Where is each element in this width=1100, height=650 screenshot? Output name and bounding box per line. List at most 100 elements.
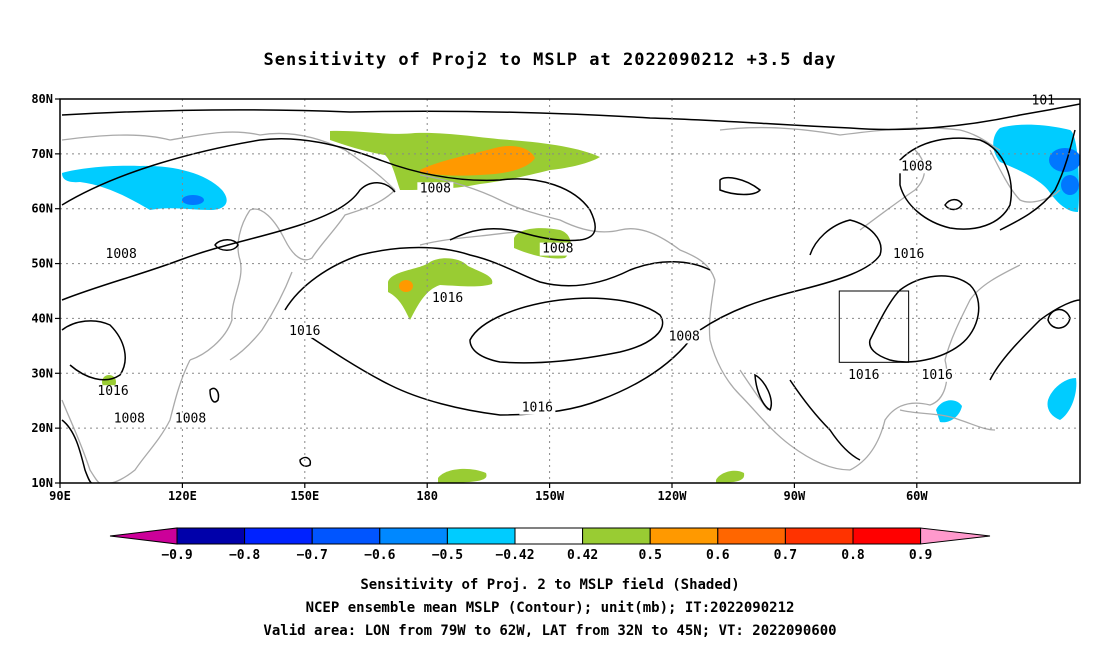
contour-label-bg	[417, 182, 454, 196]
contour-label: 1008	[106, 247, 137, 262]
contour-label: 1016	[97, 384, 128, 399]
contour-small-8	[299, 456, 312, 467]
contour-label: 1016	[522, 401, 553, 416]
lat-tick-label: 60N	[31, 202, 53, 216]
colorbar: −0.9 −0.8 −0.7 −0.6 −0.5 −0.42 0.42 0.5 0.6 0.7 0.…	[109, 527, 991, 563]
lon-tick-label: 90W	[784, 489, 806, 503]
contour-small-6	[754, 373, 772, 412]
colorbar-label: −0.5	[432, 548, 463, 563]
contour-1016-far-east	[989, 299, 1080, 381]
colorbar-segment	[582, 527, 651, 545]
footer: Sensitivity of Proj. 2 to MSLP field (Sh…	[0, 574, 1100, 643]
lon-tick-label: 90E	[49, 489, 71, 503]
contour-1008-low-canada	[899, 137, 1012, 230]
coastlines	[61, 126, 1061, 483]
axis-labels: 90E 120E 150E 180 150W 120W 90W 60W 80N 70N 60N 50N…	[31, 92, 928, 503]
contour-1016-east	[699, 219, 882, 331]
contour-label-bg	[919, 368, 956, 382]
coast-okhotsk	[189, 209, 251, 361]
contour-label-bg	[1029, 94, 1058, 108]
contour-small-5	[209, 387, 220, 403]
colorbar-segment	[176, 527, 246, 545]
lon-tick-label: 180	[416, 489, 438, 503]
colorbar-low-end	[109, 527, 178, 545]
contour-label: 1016	[922, 368, 953, 383]
contour-1024-high	[469, 297, 664, 364]
colorbar-high-end	[920, 527, 991, 545]
contour-1016-pacific	[284, 246, 711, 311]
mslp-contours	[61, 103, 1080, 483]
colorbar-label: −0.6	[364, 548, 395, 563]
shade-mid-blue-ne	[1049, 148, 1080, 172]
colorbar-segment	[446, 527, 516, 545]
colorbar-segment	[717, 527, 786, 545]
colorbar-segment	[784, 527, 854, 545]
lat-tick-label: 30N	[31, 366, 53, 380]
contour-label: 101	[1032, 93, 1055, 108]
contour-1008-arctic	[61, 103, 1080, 131]
lat-tick-label: 70N	[31, 147, 53, 161]
coast-nw-america	[708, 279, 851, 471]
shade-mid-blue-west	[182, 195, 204, 205]
sensitivity-shading	[62, 124, 1080, 483]
contour-small-1	[214, 239, 239, 251]
contour-1016-west	[61, 182, 396, 301]
contour-label: 1016	[893, 247, 924, 262]
contour-label-bg	[172, 412, 209, 426]
coast-aleutians	[419, 231, 521, 246]
shade-orange-north	[420, 146, 535, 176]
map-frame	[59, 98, 1081, 484]
colorbar-label: −0.7	[297, 548, 328, 563]
lat-tick-label: 20N	[31, 421, 53, 435]
contour-labels: 1008 1008 1008 1008 1016 1016 1016 1016 1016 1016…	[95, 93, 1058, 427]
lat-lon-grid	[60, 99, 1080, 483]
coast-caribbean	[899, 409, 996, 431]
contour-1008-far-ne	[999, 129, 1076, 231]
colorbar-label: −0.8	[229, 548, 260, 563]
valid-area-box	[838, 290, 910, 363]
lon-tick-label: 150E	[290, 489, 319, 503]
contour-label: 1016	[848, 368, 879, 383]
contour-1016-south	[299, 329, 691, 416]
contour-small-3	[61, 320, 126, 381]
map-title: Sensitivity of Proj2 to MSLP at 20220902…	[263, 50, 837, 70]
shade-green-south-dateline	[438, 468, 487, 483]
lon-tick-label: 120W	[658, 489, 688, 503]
coast-siberia	[61, 131, 396, 191]
colorbar-label: −0.9	[161, 548, 192, 563]
colorbar-segment	[514, 527, 584, 545]
contour-label: 1008	[420, 181, 451, 196]
contour-label-bg	[539, 242, 576, 256]
colorbar-label: 0.9	[909, 548, 932, 563]
contour-label: 1008	[542, 242, 573, 257]
shade-mid-blue-ne-2	[1061, 175, 1079, 195]
contour-label: 1008	[175, 412, 206, 427]
shade-light-blue-west	[62, 165, 227, 210]
lon-tick-label: 60W	[906, 489, 928, 503]
colorbar-segment	[649, 527, 719, 545]
colorbar-segment	[379, 527, 448, 545]
contour-1008-north	[61, 137, 596, 242]
footer-line-3: Valid area: LON from 79W to 62W, LAT fro…	[263, 623, 837, 639]
contour-label: 1008	[669, 329, 700, 344]
contour-small-2	[719, 177, 762, 196]
contour-1008-low-inner	[944, 198, 963, 211]
contour-label-bg	[111, 412, 148, 426]
colorbar-segment	[852, 527, 922, 545]
lon-tick-label: 150W	[535, 489, 565, 503]
contour-label-bg	[103, 248, 140, 262]
footer-line-2: NCEP ensemble mean MSLP (Contour); unit(…	[305, 600, 795, 616]
colorbar-label: 0.7	[774, 548, 797, 563]
lon-tick-label: 120E	[168, 489, 197, 503]
contour-label: 1016	[289, 324, 320, 339]
lat-tick-label: 50N	[31, 257, 53, 271]
contour-label: 1016	[432, 291, 463, 306]
contour-small-7	[789, 379, 861, 461]
contour-label-bg	[519, 401, 556, 415]
shade-light-blue-atlantic-2	[1047, 378, 1077, 420]
coast-gulf-mexico	[849, 359, 948, 471]
colorbar-label: 0.5	[638, 548, 661, 563]
shade-green-central	[388, 258, 493, 320]
coast-kamchatka	[249, 189, 396, 261]
